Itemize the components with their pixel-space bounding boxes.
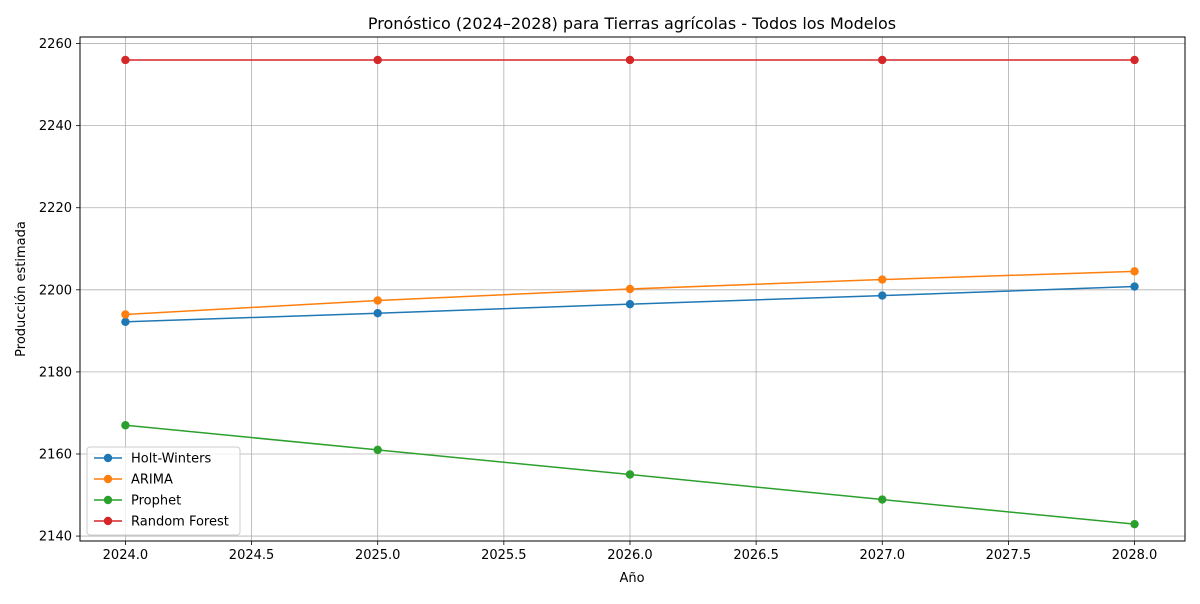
- y-tick-label: 2160: [39, 447, 72, 462]
- y-axis-label: Producción estimada: [14, 221, 29, 357]
- series-arima: [121, 267, 1139, 319]
- plot-area-frame: [79, 36, 1186, 542]
- legend-box: [86, 446, 241, 536]
- data-point-holt-winters: [878, 291, 887, 300]
- legend-swatch-marker: [103, 516, 113, 526]
- data-point-prophet: [625, 470, 635, 479]
- data-point-holt-winters: [121, 317, 130, 327]
- y-tick-label: 2200: [39, 283, 72, 298]
- y-tick-label: 2180: [39, 365, 72, 380]
- x-tick-label: 2027.0: [860, 548, 906, 563]
- data-point-random-forest: [373, 55, 382, 65]
- chart-title: Pronóstico (2024–2028) para Tierras agrí…: [368, 14, 896, 33]
- series-holt-winters: [121, 282, 1139, 327]
- legend-item-holt-winters: Holt-Winters: [94, 452, 211, 467]
- legend-item-random-forest: Random Forest: [94, 515, 229, 530]
- data-point-holt-winters: [625, 299, 635, 309]
- series-random-forest: [121, 55, 1139, 65]
- y-tick-label: 2220: [39, 201, 72, 216]
- legend-swatch-marker: [103, 474, 113, 484]
- legend-item-arima: ARIMA: [94, 473, 173, 488]
- data-point-random-forest: [121, 55, 130, 65]
- data-point-holt-winters: [373, 309, 382, 318]
- legend: Holt-Winters ARIMA Prophet Random Forest: [86, 446, 241, 536]
- data-point-prophet: [1130, 519, 1139, 529]
- data-point-random-forest: [625, 55, 635, 65]
- x-tick-label: 2024.5: [229, 548, 275, 563]
- data-point-arima: [625, 284, 635, 294]
- data-point-holt-winters: [1130, 282, 1139, 291]
- y-tick-label: 2240: [39, 119, 72, 134]
- x-tick-label: 2026.5: [733, 548, 779, 563]
- data-point-prophet: [878, 495, 887, 504]
- legend-swatch-marker: [103, 453, 113, 463]
- data-point-random-forest: [878, 55, 887, 65]
- data-point-arima: [121, 310, 130, 319]
- data-point-arima: [1130, 267, 1139, 276]
- legend-label: ARIMA: [131, 473, 173, 488]
- y-tick-label: 2260: [39, 37, 72, 52]
- data-point-arima: [878, 275, 887, 284]
- x-tick-label: 2028.0: [1112, 548, 1158, 563]
- x-tick-label: 2026.0: [607, 548, 653, 563]
- x-tick-label: 2025.0: [355, 548, 401, 563]
- x-tick-label: 2024.0: [103, 548, 149, 563]
- tick-layer: 2024.0 2024.5 2025.0 2025.5 2026.0 2026.5 2027…: [39, 37, 1157, 563]
- series-layer: [121, 55, 1139, 529]
- x-axis-label: Año: [619, 571, 644, 586]
- x-tick-label: 2025.5: [481, 548, 527, 563]
- legend-label: Prophet: [131, 494, 181, 509]
- y-tick-label: 2140: [39, 530, 72, 545]
- legend-label: Holt-Winters: [131, 452, 211, 467]
- legend-item-prophet: Prophet: [94, 494, 181, 509]
- series-prophet: [121, 421, 1139, 529]
- data-point-prophet: [373, 445, 382, 455]
- x-tick-label: 2027.5: [986, 548, 1032, 563]
- grid-layer: [80, 37, 1185, 541]
- data-point-prophet: [121, 421, 130, 430]
- data-point-random-forest: [1130, 55, 1139, 65]
- legend-swatch-marker: [103, 495, 113, 505]
- data-point-arima: [373, 296, 382, 305]
- legend-label: Random Forest: [131, 515, 229, 530]
